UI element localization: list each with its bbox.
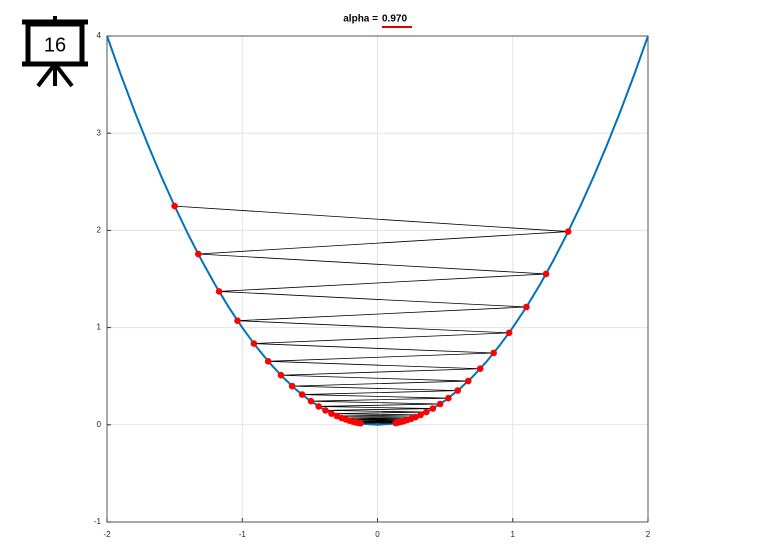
slide-number: 16 [44,34,66,56]
iterate-point [288,382,296,390]
iterate-point [445,394,452,402]
y-tick-label: 2 [97,226,102,235]
alpha-value: 0.970 [382,14,407,25]
iterate-point [454,387,462,394]
iterate-point [564,228,572,235]
x-tick-label: -2 [103,530,111,539]
iterate-point [542,270,550,278]
iterate-point [171,202,178,210]
iterate-point [298,391,306,398]
iterate-point [523,303,530,311]
y-tick-label: -1 [94,517,102,526]
iterate-point [429,405,437,412]
iterate-point [490,349,497,357]
iterate-point [234,317,241,324]
iterate-point [417,411,424,419]
iterate-point [423,408,430,416]
iterate-point [505,329,513,337]
iterate-point [464,377,472,385]
slide-icon: 16 [22,16,88,88]
iterate-point [322,407,329,414]
y-tick-label: 0 [97,420,102,429]
x-tick-label: 1 [511,530,516,539]
iterate-point [315,403,322,410]
iterate-point [215,288,223,295]
iterate-point [307,397,315,405]
y-tick-label: 1 [97,323,102,332]
x-tick-label: 0 [375,530,380,539]
iterate-point [392,419,399,427]
iterate-point [436,400,444,408]
plot-frame [106,35,649,523]
iterate-point [194,250,202,258]
x-tick-label: 2 [646,530,651,539]
iterate-point [328,410,335,417]
title-prefix: alpha = [343,14,378,25]
y-tick-label: 3 [97,128,102,137]
iterate-point [250,340,258,347]
y-tick-label: 4 [97,31,102,40]
iterate-point [277,371,285,379]
iterate-point [264,358,272,365]
x-tick-label: -1 [239,530,247,539]
iterate-point [476,365,484,373]
iterate-point [357,419,364,427]
